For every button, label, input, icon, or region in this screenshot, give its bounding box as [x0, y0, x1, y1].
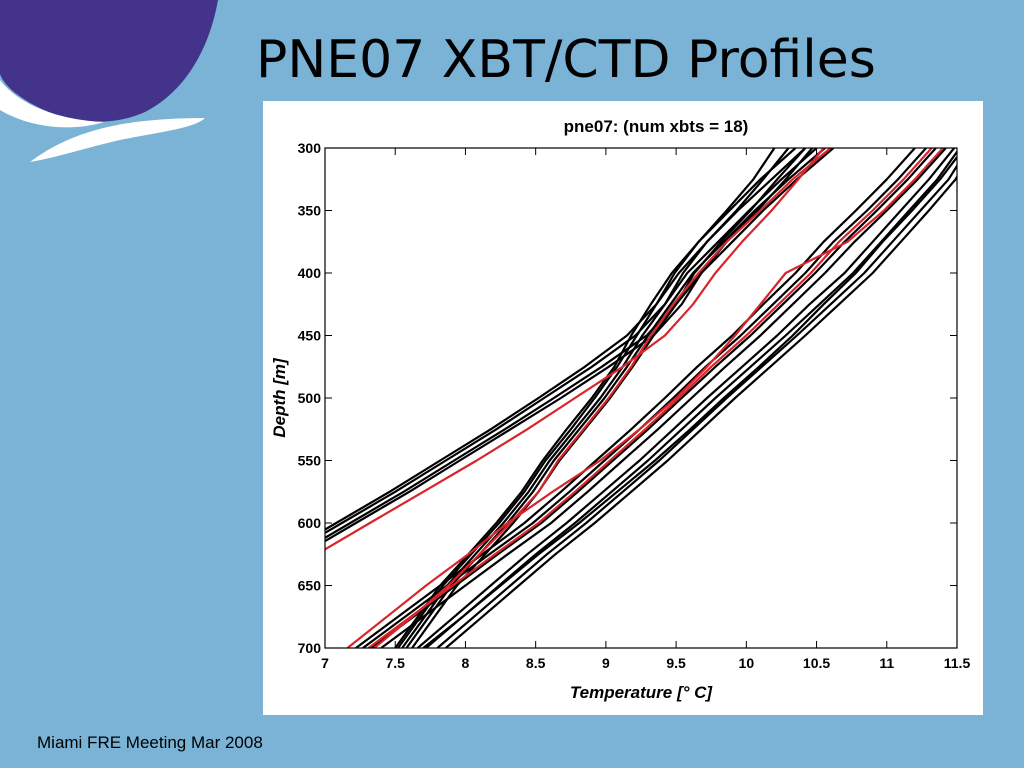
xbt-profile-line [370, 148, 937, 648]
y-tick-label: 500 [298, 390, 322, 406]
xbt-profile-line [425, 150, 957, 648]
y-tick-label: 550 [298, 453, 322, 469]
xbt-profile-line [397, 148, 807, 648]
plot-frame [324, 147, 958, 649]
xbt-profile-line [394, 148, 797, 648]
xbt-profile-line [380, 148, 947, 648]
y-tick-label: 450 [298, 328, 322, 344]
xbt-profile-line [422, 155, 957, 648]
x-tick-label: 10.5 [803, 655, 830, 671]
depth-temperature-chart: pne07: (num xbts = 18) 7 7.5 8 8.5 9 9.5 10 10.… [270, 117, 971, 702]
xbt-profile-line [325, 148, 776, 531]
x-tick-label: 9.5 [666, 655, 686, 671]
x-tick-label: 11.5 [944, 655, 971, 671]
x-tick-label: 7.5 [385, 655, 405, 671]
xbt-profile-line [436, 163, 957, 648]
logo-bird-shape [0, 80, 104, 128]
xbt-profile-line [416, 148, 956, 648]
logo-wave-shape [30, 118, 205, 162]
y-tick-label: 700 [298, 640, 322, 656]
x-tick-label: 10 [739, 655, 755, 671]
slide-title: PNE07 XBT/CTD Profiles [256, 30, 876, 90]
ctd-profile-line [367, 148, 933, 648]
xbt-profile-line [401, 148, 818, 648]
y-tick-label: 600 [298, 515, 322, 531]
x-tick-label: 8.5 [526, 655, 546, 671]
x-tick-label: 7 [321, 655, 329, 671]
ctd-profile-line [346, 148, 944, 648]
x-tick-label: 11 [879, 655, 894, 671]
axis-ticks: 7 7.5 8 8.5 9 9.5 10 10.5 11 11.5 300 350 400 450 500 5… [298, 140, 971, 671]
y-tick-label: 350 [298, 203, 322, 219]
chart-figure: pne07: (num xbts = 18) 7 7.5 8 8.5 9 9.5 10 10.… [263, 101, 983, 715]
xbt-profile-line [325, 148, 807, 540]
xbt-profile-line [411, 148, 835, 648]
profile-lines [325, 148, 957, 648]
organization-logo [0, 0, 218, 162]
x-axis-label: Temperature [° C] [570, 683, 714, 702]
xbt-profile-line [445, 174, 957, 648]
y-tick-label: 650 [298, 578, 322, 594]
xbt-profile-line [355, 148, 916, 648]
footer-text: Miami FRE Meeting Mar 2008 [37, 733, 263, 752]
logo-swoosh-shape [0, 0, 218, 122]
y-tick-label: 300 [298, 140, 322, 156]
y-axis-label: Depth [m] [270, 357, 289, 438]
chart-title: pne07: (num xbts = 18) [564, 117, 749, 136]
ctd-profile-line [325, 148, 825, 551]
ctd-profile-line [373, 148, 832, 648]
y-tick-label: 400 [298, 265, 322, 281]
x-tick-label: 9 [602, 655, 610, 671]
x-tick-label: 8 [462, 655, 470, 671]
